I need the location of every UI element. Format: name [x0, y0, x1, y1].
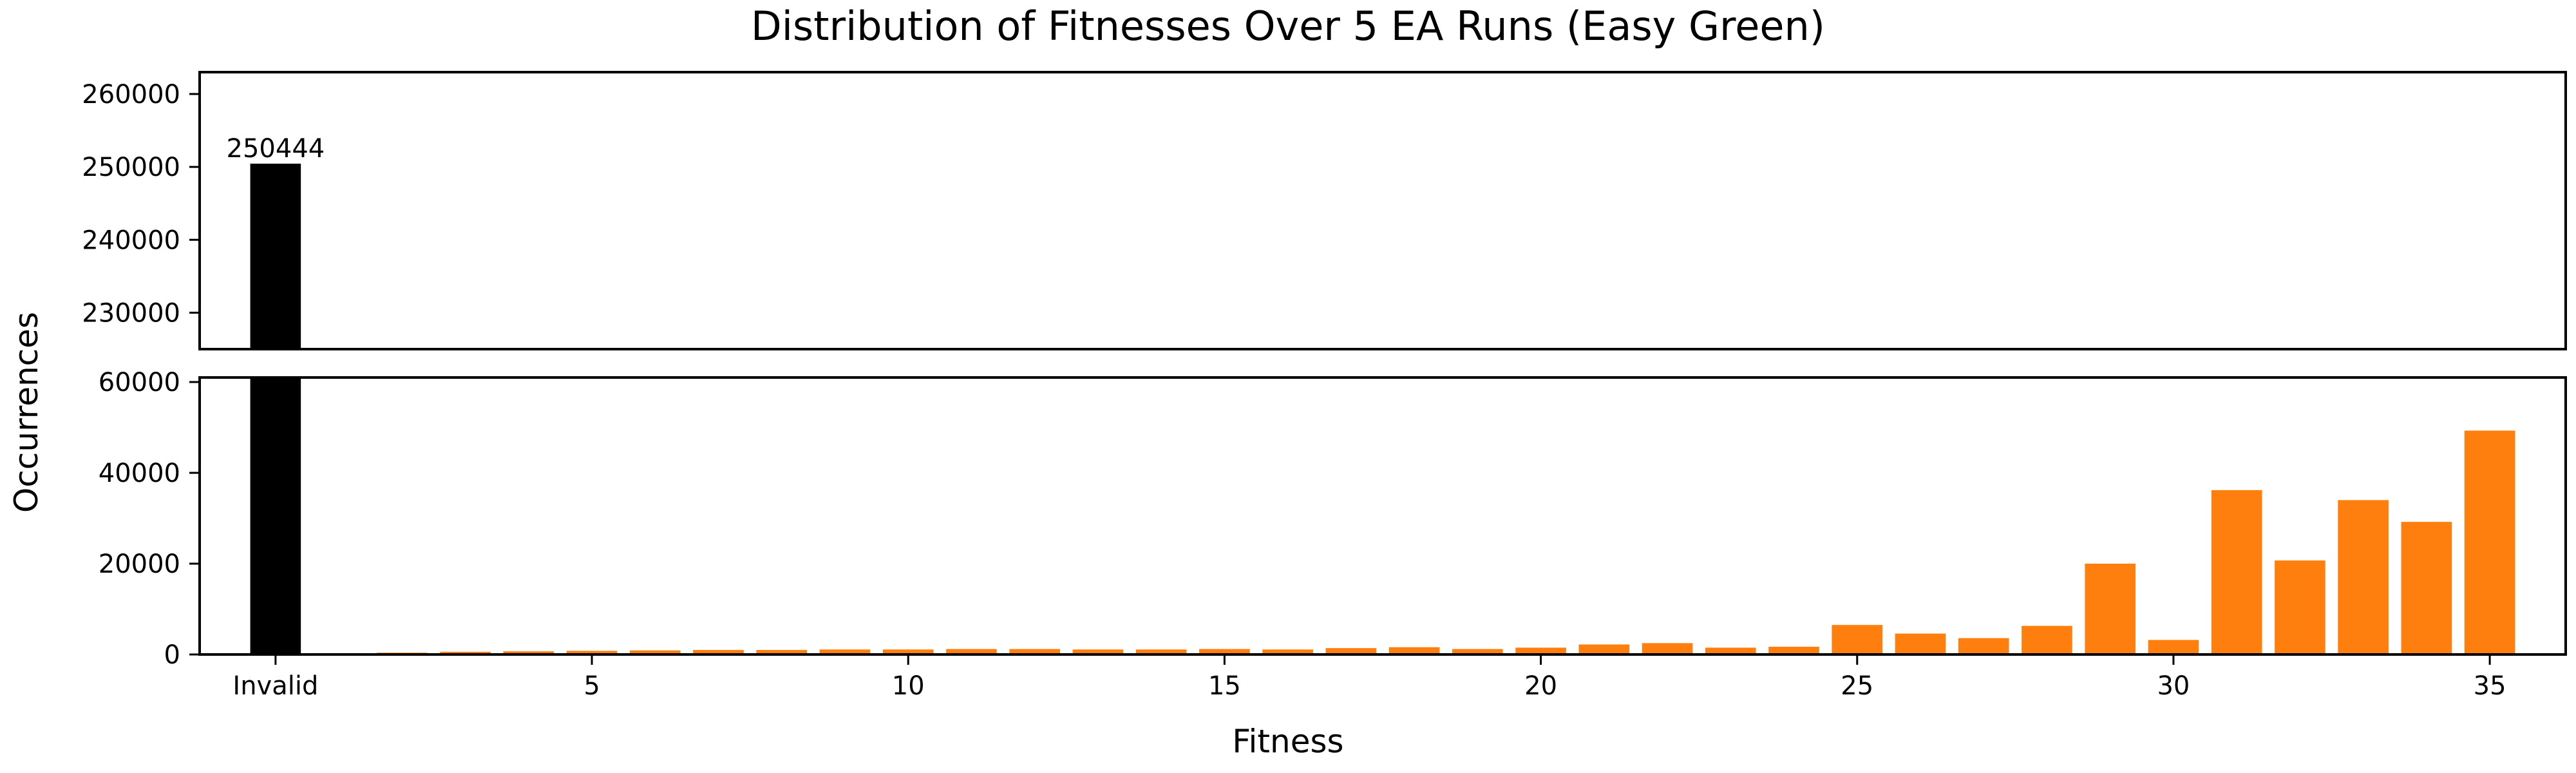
- xtick-label-30: 30: [2157, 671, 2190, 701]
- xtick-label-35: 35: [2474, 671, 2506, 701]
- xtick-label-25: 25: [1841, 671, 1873, 701]
- upper-panel: 230000 240000 250000 260000 250444: [82, 80, 325, 349]
- bar-22: [1642, 643, 1693, 654]
- upper-ytick-label-260000: 260000: [82, 80, 180, 110]
- bar-35: [2465, 430, 2515, 654]
- lower-ytick-label-20000: 20000: [99, 549, 180, 579]
- bar-31: [2211, 490, 2262, 654]
- y-axis-label: Occurrences: [8, 312, 45, 513]
- bar-34: [2401, 522, 2452, 654]
- lower-ytick-label-0: 0: [164, 640, 180, 670]
- data-label-invalid: 250444: [227, 134, 325, 164]
- upper-ytick-label-250000: 250000: [82, 153, 180, 182]
- bar-30: [2148, 640, 2199, 654]
- lower-ytick-label-40000: 40000: [99, 459, 180, 488]
- x-axis-label: Fitness: [1232, 723, 1343, 760]
- lower-panel-frame: [200, 377, 2566, 654]
- xtick-label-20: 20: [1524, 671, 1557, 701]
- bar-32: [2275, 560, 2325, 654]
- upper-panel-frame: [200, 72, 2566, 349]
- upper-ytick-label-240000: 240000: [82, 225, 180, 255]
- bar-26: [1895, 634, 1946, 654]
- bar-27: [1958, 638, 2009, 654]
- upper-ytick-label-230000: 230000: [82, 298, 180, 328]
- xtick-label-10: 10: [892, 671, 925, 701]
- lower-panel: 0 20000 40000 60000 Invalid 5 10 15 20 25 30 35: [99, 368, 2515, 701]
- xtick-label-15: 15: [1208, 671, 1241, 701]
- upper-bar-invalid: [251, 164, 301, 349]
- bar-28: [2022, 626, 2072, 654]
- chart-title: Distribution of Fitnesses Over 5 EA Runs…: [751, 3, 1825, 50]
- bar-33: [2338, 500, 2389, 654]
- lower-ytick-label-60000: 60000: [99, 368, 180, 397]
- xtick-label-5: 5: [583, 671, 600, 701]
- bar-21: [1579, 644, 1630, 654]
- bar-invalid: [251, 377, 301, 654]
- xtick-label-invalid: Invalid: [232, 671, 318, 701]
- bar-25: [1832, 625, 1882, 654]
- bar-29: [2085, 564, 2136, 654]
